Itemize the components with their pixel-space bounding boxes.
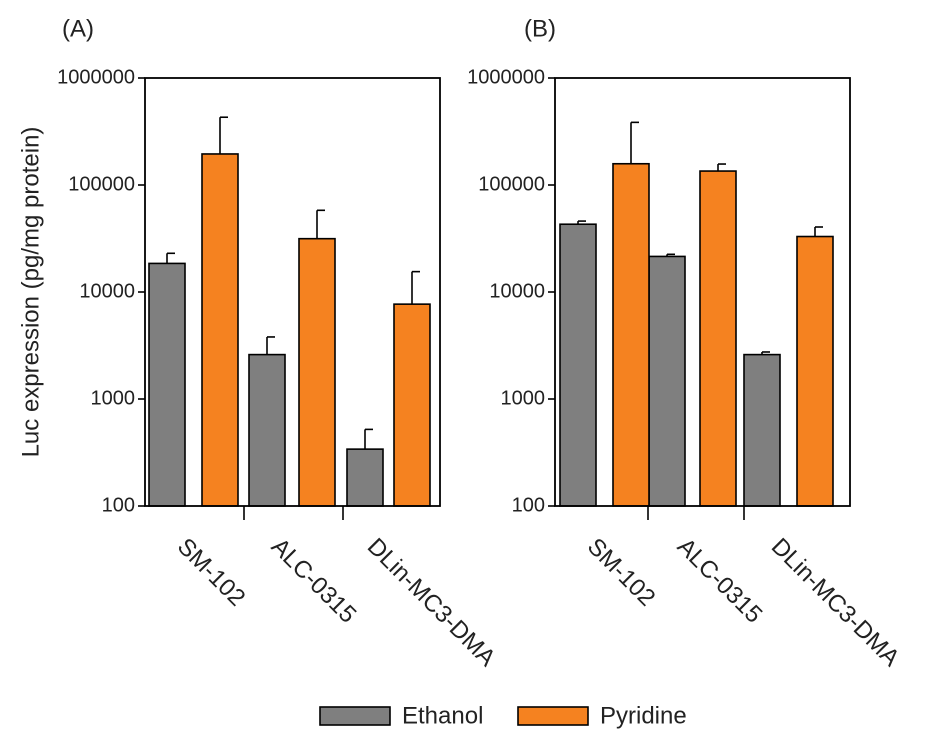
bar-pyridine-2 xyxy=(796,235,834,507)
y-tick-label: 1000000 xyxy=(57,66,135,88)
bar-pyridine-1 xyxy=(699,170,737,507)
y-tick-label: 100 xyxy=(102,494,135,516)
y-tick-label: 1000000 xyxy=(467,66,545,88)
y-tick-label: 10000 xyxy=(79,280,135,302)
panel-label-1: (B) xyxy=(524,15,556,42)
x-category-label: ALC-0315 xyxy=(672,533,768,629)
y-tick-label: 1000 xyxy=(501,387,546,409)
bar-ethanol-0 xyxy=(148,262,186,507)
bar-ethanol-1 xyxy=(648,255,686,507)
bar-ethanol-2 xyxy=(346,448,384,507)
y-tick-label: 100000 xyxy=(478,173,545,195)
y-tick-label: 10000 xyxy=(489,280,545,302)
legend-swatch-0 xyxy=(319,706,391,726)
x-category-label: DLin-MC3-DMA xyxy=(362,533,501,672)
bar-pyridine-2 xyxy=(393,303,431,507)
y-axis-title: Luc expression (pg/mg protein) xyxy=(17,127,44,458)
x-category-label: DLin-MC3-DMA xyxy=(766,533,905,672)
x-category-label: ALC-0315 xyxy=(266,533,362,629)
panel-label-0: (A) xyxy=(62,15,94,42)
x-category-label: SM-102 xyxy=(582,533,661,612)
bar-ethanol-1 xyxy=(248,353,286,507)
bar-ethanol-2 xyxy=(743,353,781,507)
y-tick-label: 100000 xyxy=(68,173,135,195)
x-category-label: SM-102 xyxy=(172,533,251,612)
bar-pyridine-0 xyxy=(201,153,239,507)
y-tick-label: 100 xyxy=(512,494,545,516)
legend-label: Ethanol xyxy=(402,702,483,729)
bar-ethanol-0 xyxy=(559,223,597,507)
legend-label: Pyridine xyxy=(600,702,687,729)
y-tick-label: 1000 xyxy=(91,387,136,409)
bar-pyridine-1 xyxy=(298,237,336,507)
bar-pyridine-0 xyxy=(612,162,650,507)
legend-swatch-1 xyxy=(517,706,589,726)
